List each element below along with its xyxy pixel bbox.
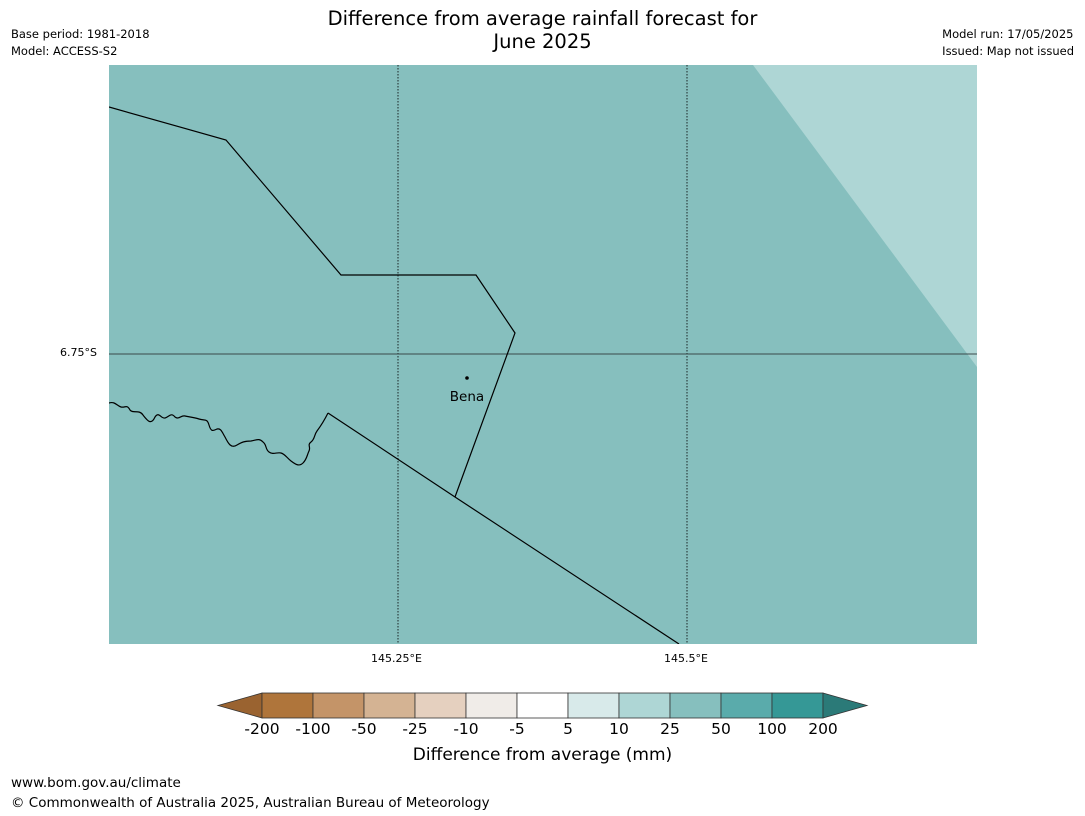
colorbar-tick-label: -100: [295, 720, 331, 738]
colorbar-segment: [261, 692, 314, 719]
colorbar-segment: [618, 692, 671, 719]
colorbar-title: Difference from average (mm): [412, 745, 673, 765]
colorbar-extend-low: [216, 692, 263, 719]
colorbar-tick-label: -10: [453, 720, 479, 738]
colorbar-tick-label: 5: [563, 720, 573, 738]
colorbar-segment: [312, 692, 365, 719]
colorbar-segment: [567, 692, 620, 719]
longitude-label-1: 145.25°E: [371, 652, 422, 665]
colorbar-segment: [669, 692, 722, 719]
title-line-1: Difference from average rainfall forecas…: [327, 7, 758, 30]
map-title: Difference from average rainfall forecas…: [300, 7, 785, 53]
colorbar-tick-label: -50: [351, 720, 377, 738]
colorbar-tick-label: 100: [757, 720, 787, 738]
town-marker: [465, 376, 469, 380]
province-boundary-south: [327, 412, 680, 644]
light-anomaly-region: [753, 65, 977, 367]
colorbar-segment: [465, 692, 518, 719]
colorbar-segment: [363, 692, 416, 719]
footer-url: www.bom.gov.au/climate: [11, 775, 181, 791]
rainfall-map: Bena: [109, 65, 977, 644]
colorbar-segment: [771, 692, 824, 719]
colorbar-tick-label: -25: [402, 720, 428, 738]
colorbar-segment: [720, 692, 773, 719]
colorbar-segment: [516, 692, 569, 719]
colorbar-tick-label: 50: [711, 720, 731, 738]
colorbar-extend-high: [822, 692, 869, 719]
header-meta-left: Base period: 1981-2018 Model: ACCESS-S2: [11, 26, 150, 60]
colorbar-tick-label: -200: [244, 720, 280, 738]
latitude-label: 6.75°S: [60, 346, 97, 359]
colorbar-tick-label: 10: [609, 720, 629, 738]
footer-copyright: © Commonwealth of Australia 2025, Austra…: [11, 795, 490, 811]
header-meta-right: Model run: 17/05/2025 Issued: Map not is…: [942, 26, 1074, 60]
model-run-text: Model run: 17/05/2025: [942, 27, 1074, 41]
model-text: Model: ACCESS-S2: [11, 44, 118, 58]
base-period-text: Base period: 1981-2018: [11, 27, 150, 41]
coastline: [109, 401, 329, 466]
town-label: Bena: [450, 389, 484, 405]
colorbar-tick-label: 25: [660, 720, 680, 738]
colorbar-tick-label: -5: [509, 720, 525, 738]
colorbar-segment: [414, 692, 467, 719]
colorbar-tick-label: 200: [808, 720, 838, 738]
title-line-2: June 2025: [493, 30, 592, 53]
longitude-label-2: 145.5°E: [664, 652, 708, 665]
colorbar: [216, 692, 869, 719]
province-boundary-north: [109, 106, 516, 498]
issued-text: Issued: Map not issued: [942, 44, 1074, 58]
